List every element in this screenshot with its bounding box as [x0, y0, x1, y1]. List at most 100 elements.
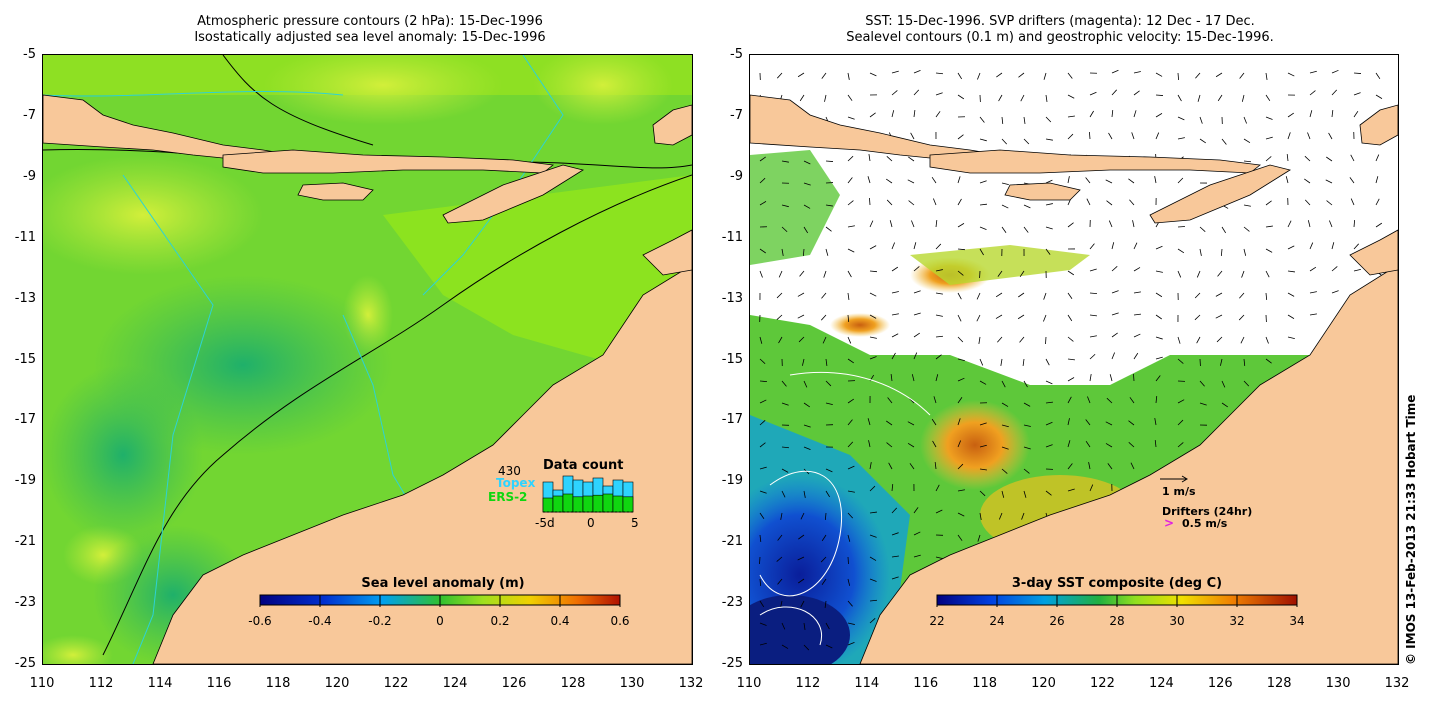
velocity-arrow: [1089, 484, 1094, 492]
velocity-arrow: [1017, 314, 1025, 320]
velocity-arrow: [777, 534, 783, 541]
velocity-arrow: [1177, 248, 1185, 254]
velocity-arrow: [890, 374, 893, 382]
velocity-arrow: [847, 465, 855, 470]
velocity-arrow: [781, 644, 789, 649]
velocity-arrow: [1133, 373, 1135, 382]
x-tick-label: 118: [265, 676, 291, 691]
colorbar-tick-label: 0.6: [610, 614, 629, 628]
velocity-arrow: [802, 358, 805, 366]
velocity-arrow: [935, 335, 944, 338]
velocity-arrow: [1331, 290, 1339, 294]
velocity-arrow: [1287, 220, 1292, 228]
sea-level-contour-white: [759, 470, 842, 597]
y-tick-label: -9: [23, 168, 36, 184]
velocity-arrow: [1197, 94, 1201, 102]
timor-island: [442, 164, 585, 224]
velocity-arrow: [932, 440, 937, 448]
x-tick-label: 128: [560, 676, 586, 691]
velocity-arrow: [957, 377, 965, 382]
x-tick-label: 122: [383, 676, 409, 691]
velocity-arrow: [1023, 380, 1028, 388]
velocity-arrow: [803, 226, 809, 234]
velocity-arrow: [803, 160, 811, 165]
velocity-arrow: [1221, 138, 1227, 145]
velocity-arrow: [759, 201, 767, 206]
velocity-arrow: [1287, 336, 1295, 340]
velocity-arrow: [1133, 267, 1141, 272]
velocity-arrow: [1349, 177, 1355, 184]
velocity-arrow: [979, 444, 987, 448]
velocity-arrow: [1085, 440, 1091, 448]
velocity-arrow: [825, 204, 833, 207]
velocity-arrow: [869, 485, 876, 492]
velocity-arrow: [935, 314, 943, 317]
velocity-arrow: [847, 622, 855, 625]
velocity-arrow: [1350, 198, 1355, 206]
velocity-arrow: [931, 176, 937, 184]
velocity-arrow: [1331, 242, 1335, 250]
y-tick-label: -17: [14, 412, 36, 428]
velocity-arrow: [1111, 109, 1114, 118]
velocity-arrow: [803, 182, 811, 186]
australia-landmass: [152, 264, 692, 664]
x-tick-label: 124: [1148, 676, 1174, 691]
velocity-arrow: [1265, 248, 1273, 253]
velocity-arrow: [998, 512, 1003, 520]
x-tick-label: 126: [501, 676, 527, 691]
velocity-arrow: [1177, 336, 1181, 344]
velocity-arrow: [1105, 179, 1113, 184]
velocity-arrow: [1043, 292, 1047, 300]
imos-credit: © IMOS 13-Feb-2013 21:33 Hobart Time: [1404, 394, 1418, 665]
velocity-arrow: [803, 490, 806, 498]
velocity-arrow: [847, 358, 854, 364]
velocity-arrow: [1089, 243, 1095, 250]
velocity-arrow: [1331, 110, 1334, 118]
velocity-arrow: [1045, 116, 1052, 123]
velocity-arrow: [1216, 336, 1223, 343]
velocity-arrow: [1085, 419, 1091, 426]
data-count-inset: Data count 430 Topex ERS-2 -5d 0 5: [488, 458, 639, 530]
velocity-arrow: [803, 402, 811, 408]
velocity-arrow: [1111, 89, 1117, 96]
velocity-arrow: [1089, 91, 1097, 96]
velocity-arrow: [1375, 72, 1381, 80]
velocity-arrow: [803, 424, 811, 428]
velocity-arrow: [1106, 200, 1113, 206]
velocity-arrow: [820, 314, 827, 321]
velocity-arrow: [781, 402, 789, 406]
velocity-arrow: [776, 314, 783, 321]
x-tick-label: 126: [1207, 676, 1233, 691]
velocity-arrow: [821, 72, 827, 79]
ers2-count-bar: [572, 496, 584, 513]
drifter-arrow-icon: >: [1164, 516, 1174, 530]
velocity-arrow: [935, 220, 938, 228]
sst-map: 1 m/s Drifters (24hr) > 0.5 m/s 3-day SS…: [749, 54, 1399, 665]
y-tick-label: -19: [721, 473, 743, 489]
velocity-arrow: [957, 134, 964, 140]
velocity-arrow: [1131, 132, 1135, 140]
velocity-arrow: [1287, 245, 1295, 250]
velocity-arrow: [781, 248, 784, 256]
velocity-arrow: [1155, 132, 1160, 140]
velocity-arrow: [1023, 204, 1031, 209]
velocity-arrow: [979, 226, 987, 231]
velocity-arrow: [996, 72, 1003, 78]
velocity-arrow: [1328, 132, 1333, 140]
velocity-arrow: [1177, 442, 1184, 448]
velocity-arrow: [1243, 226, 1250, 232]
velocity-arrow: [800, 600, 805, 608]
x-tick-label: 116: [913, 676, 939, 691]
velocity-arrow: [1155, 314, 1162, 320]
velocity-arrow: [1045, 203, 1053, 206]
velocity-arrow: [1194, 292, 1201, 299]
velocity-arrow: [957, 292, 962, 300]
x-tick-label: 112: [795, 676, 821, 691]
velocity-arrow: [759, 419, 766, 426]
velocity-arrow: [847, 578, 851, 586]
velocity-arrow: [822, 336, 827, 344]
velocity-arrow: [1155, 292, 1163, 298]
velocity-arrow: [1133, 242, 1138, 250]
velocity-arrow: [1128, 420, 1135, 426]
velocity-arrow: [979, 248, 984, 256]
